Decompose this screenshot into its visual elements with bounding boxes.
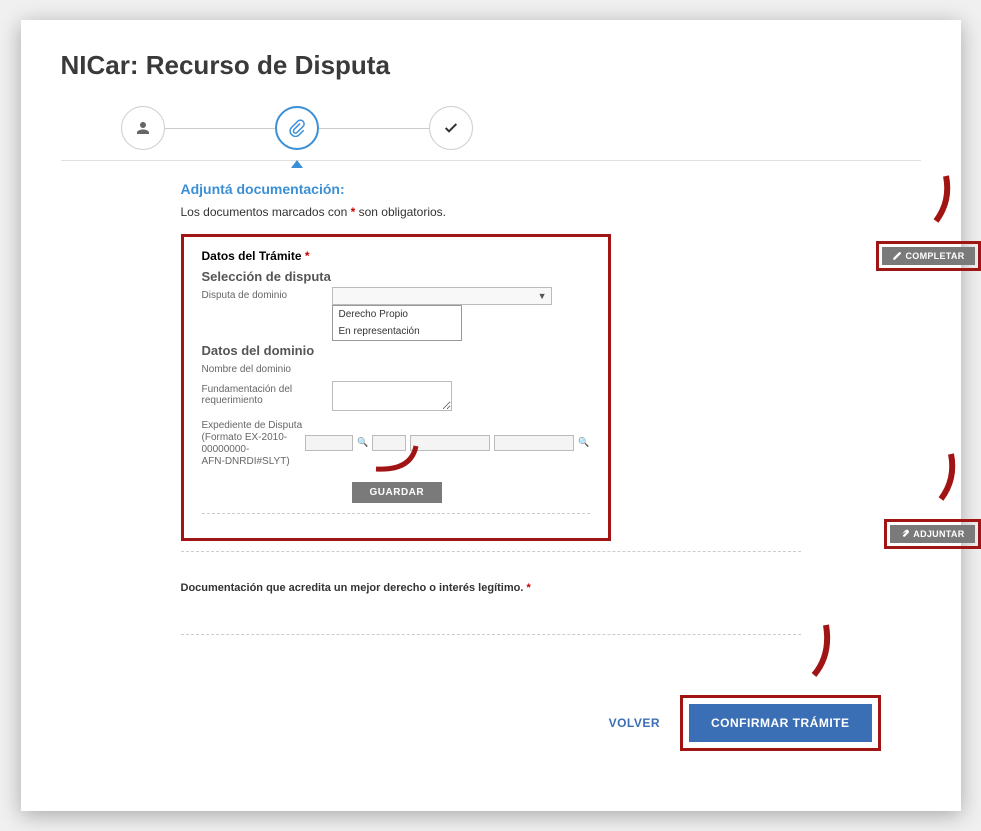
annotation-arrow-icon — [361, 441, 421, 481]
page-title: NICar: Recurso de Disputa — [61, 50, 921, 81]
page-frame: NICar: Recurso de Disputa Adjuntá docume… — [21, 20, 961, 811]
hint-prefix: Los documentos marcados con — [181, 205, 351, 219]
label-expediente: Expediente de Disputa (Formato EX-2010-0… — [202, 417, 306, 468]
guardar-button[interactable]: GUARDAR — [352, 482, 443, 503]
select-wrap: ▼ Derecho Propio En representación — [332, 287, 590, 305]
exp-input-3[interactable] — [410, 435, 490, 451]
expediente-inputs: 🔍 🔍 — [305, 435, 589, 451]
adjuntar-label: ADJUNTAR — [913, 529, 964, 539]
disputa-select[interactable]: ▼ — [332, 287, 552, 305]
completar-highlight: COMPLETAR — [876, 241, 980, 271]
label-nombre: Nombre del dominio — [202, 361, 332, 375]
completar-label: COMPLETAR — [905, 251, 964, 261]
row-nombre: Nombre del dominio — [202, 361, 590, 375]
separator — [202, 513, 590, 514]
dropdown-panel: Derecho Propio En representación — [332, 305, 462, 341]
exp-l3: AFN-DNRDI#SLYT) — [202, 456, 290, 467]
attachment-icon — [900, 529, 910, 539]
adjuntar-highlight: ADJUNTAR — [884, 519, 980, 549]
exp-l1: Expediente de Disputa — [202, 420, 303, 431]
content-area: Adjuntá documentación: Los documentos ma… — [61, 181, 921, 635]
form-heading-text: Datos del Trámite — [202, 249, 302, 263]
connector — [319, 128, 429, 129]
label-disputa: Disputa de dominio — [202, 287, 332, 301]
doc-requirement-line: Documentación que acredita un mejor dere… — [181, 582, 801, 594]
volver-link[interactable]: VOLVER — [609, 716, 660, 730]
footer-actions: VOLVER CONFIRMAR TRÁMITE — [61, 695, 921, 751]
row-disputa: Disputa de dominio ▼ Derecho Propio En r… — [202, 287, 590, 305]
subheading-seleccion: Selección de disputa — [202, 269, 590, 284]
attachment-icon — [288, 119, 306, 137]
subheading-datos: Datos del dominio — [202, 343, 590, 358]
exp-input-1[interactable] — [305, 435, 353, 451]
chevron-down-icon: ▼ — [538, 291, 547, 301]
stepper — [61, 106, 921, 161]
label-fund: Fundamentación del requerimiento — [202, 381, 332, 406]
section-title: Adjuntá documentación: — [181, 181, 801, 197]
doc-line-text: Documentación que acredita un mejor dere… — [181, 582, 524, 594]
pencil-icon — [892, 251, 902, 261]
form-highlight-box: Datos del Trámite * Selección de disputa… — [181, 234, 611, 541]
adjuntar-button[interactable]: ADJUNTAR — [890, 525, 974, 543]
hint-text: Los documentos marcados con * son obliga… — [181, 205, 801, 219]
separator — [181, 551, 801, 552]
fund-textarea[interactable] — [332, 381, 452, 411]
check-icon — [443, 120, 459, 136]
confirmar-highlight: CONFIRMAR TRÁMITE — [680, 695, 880, 751]
asterisk-icon: * — [305, 249, 310, 263]
row-fundamentacion: Fundamentación del requerimiento — [202, 381, 590, 411]
annotation-arrow-icon — [911, 171, 961, 241]
exp-input-4[interactable] — [494, 435, 574, 451]
completar-button[interactable]: COMPLETAR — [882, 247, 974, 265]
search-icon[interactable]: 🔍 — [578, 437, 589, 448]
hint-suffix: son obligatorios. — [355, 205, 446, 219]
asterisk-icon: * — [526, 582, 530, 594]
step-person[interactable] — [121, 106, 165, 150]
step-check[interactable] — [429, 106, 473, 150]
person-icon — [134, 119, 152, 137]
dropdown-option[interactable]: En representación — [333, 323, 461, 340]
confirmar-button[interactable]: CONFIRMAR TRÁMITE — [689, 704, 871, 742]
annotation-arrow-icon — [786, 620, 841, 695]
connector — [165, 128, 275, 129]
step-attach[interactable] — [275, 106, 319, 150]
separator — [181, 634, 801, 635]
exp-l2: (Formato EX-2010-00000000- — [202, 432, 288, 455]
annotation-arrow-icon — [916, 449, 966, 519]
form-heading: Datos del Trámite * — [202, 249, 590, 263]
dropdown-option[interactable]: Derecho Propio — [333, 306, 461, 323]
